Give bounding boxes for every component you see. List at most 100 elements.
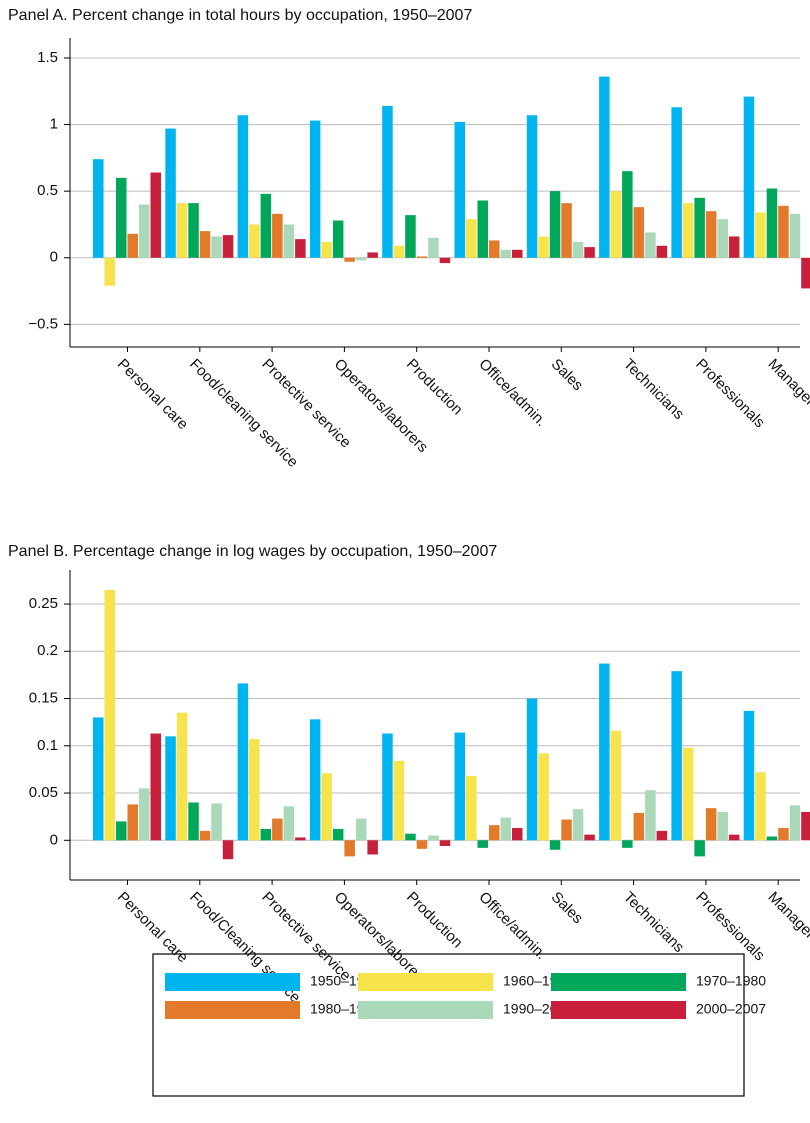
bar [355,818,367,841]
bar [801,811,810,841]
bar [199,830,211,841]
x-tick-label: Production [403,889,466,952]
x-tick-label: Professionals [692,889,768,965]
bar [526,698,538,841]
bar [599,76,610,258]
bar [176,203,188,258]
bar [572,241,584,258]
bar [283,806,295,841]
bar [116,821,127,841]
bar [272,818,283,841]
bar [717,811,728,841]
bar [801,257,810,289]
bar [645,232,656,258]
y-tick-label: 0.5 [37,182,58,199]
series: 1960–1970 [104,589,766,841]
bar [355,257,367,261]
bar [165,128,176,258]
legend-box [152,953,745,1097]
bar [705,808,717,841]
x-tick-label: Personal care [114,356,191,433]
bar [728,236,740,258]
bar [405,215,416,258]
bar [104,589,115,841]
bar [116,177,127,258]
legend-label: 2000–2007 [696,1001,766,1017]
bar [93,717,104,841]
bar [694,840,705,857]
legend-label: 1970–1980 [696,973,766,989]
bar [512,828,523,841]
y-tick-label: 0.25 [29,595,58,612]
bar [260,828,272,841]
bar [466,219,477,258]
bar [104,257,115,286]
bar [778,828,789,841]
bar [526,115,538,258]
y-tick-label: 0.05 [29,784,58,801]
bar [538,753,549,841]
bar [705,211,717,258]
bar [599,663,610,841]
bar [332,220,344,258]
bar [633,812,645,841]
bar [321,773,332,841]
bar [500,249,511,258]
bar [549,191,561,258]
legend-swatch [358,1001,493,1019]
bar [610,730,622,841]
x-tick-label: Office/admin. [475,356,549,430]
bar [393,760,405,841]
bar [439,257,451,264]
bar [211,236,222,258]
bar [512,249,523,258]
legend-swatch [165,973,300,991]
y-tick-label: 0.15 [29,690,58,707]
bar [139,204,150,258]
series: 1970–1980 [116,171,778,258]
bar [222,235,234,258]
bar [766,836,778,841]
bar [778,205,789,258]
bar [454,121,465,258]
bar [439,840,451,846]
y-tick-label: 0.2 [37,642,58,659]
bar [477,840,488,848]
y-tick-label: −0.5 [28,315,58,332]
series: 2000–2007 [150,172,810,289]
bar [295,239,306,258]
bar [332,828,344,841]
bar [561,203,572,258]
bar [237,115,249,258]
bar [454,732,465,841]
bar [272,213,283,258]
series: 1980–1990 [127,203,789,262]
bar [188,802,199,841]
bar [150,733,161,841]
bar [428,835,439,841]
bar [789,805,801,841]
bar [682,747,694,841]
bar [382,105,393,258]
chart-title: Panel B. Percentage change in log wages … [8,543,497,560]
bar [237,683,249,841]
series: 1950–1960 [93,663,755,841]
bar [344,257,355,262]
bar [755,212,766,258]
legend-swatch [358,973,493,991]
x-tick-label: Technicians [620,356,687,423]
legend-swatch [551,1001,686,1019]
y-tick-label: 0 [50,249,58,266]
bar [367,840,378,855]
bar [572,809,584,841]
x-tick-label: Managers [765,889,810,948]
series: 1990–2000 [139,204,801,261]
bar [656,830,668,841]
bar [743,710,755,841]
bar [610,191,622,258]
bar [165,736,176,841]
bar [682,203,694,258]
bar [633,207,645,258]
